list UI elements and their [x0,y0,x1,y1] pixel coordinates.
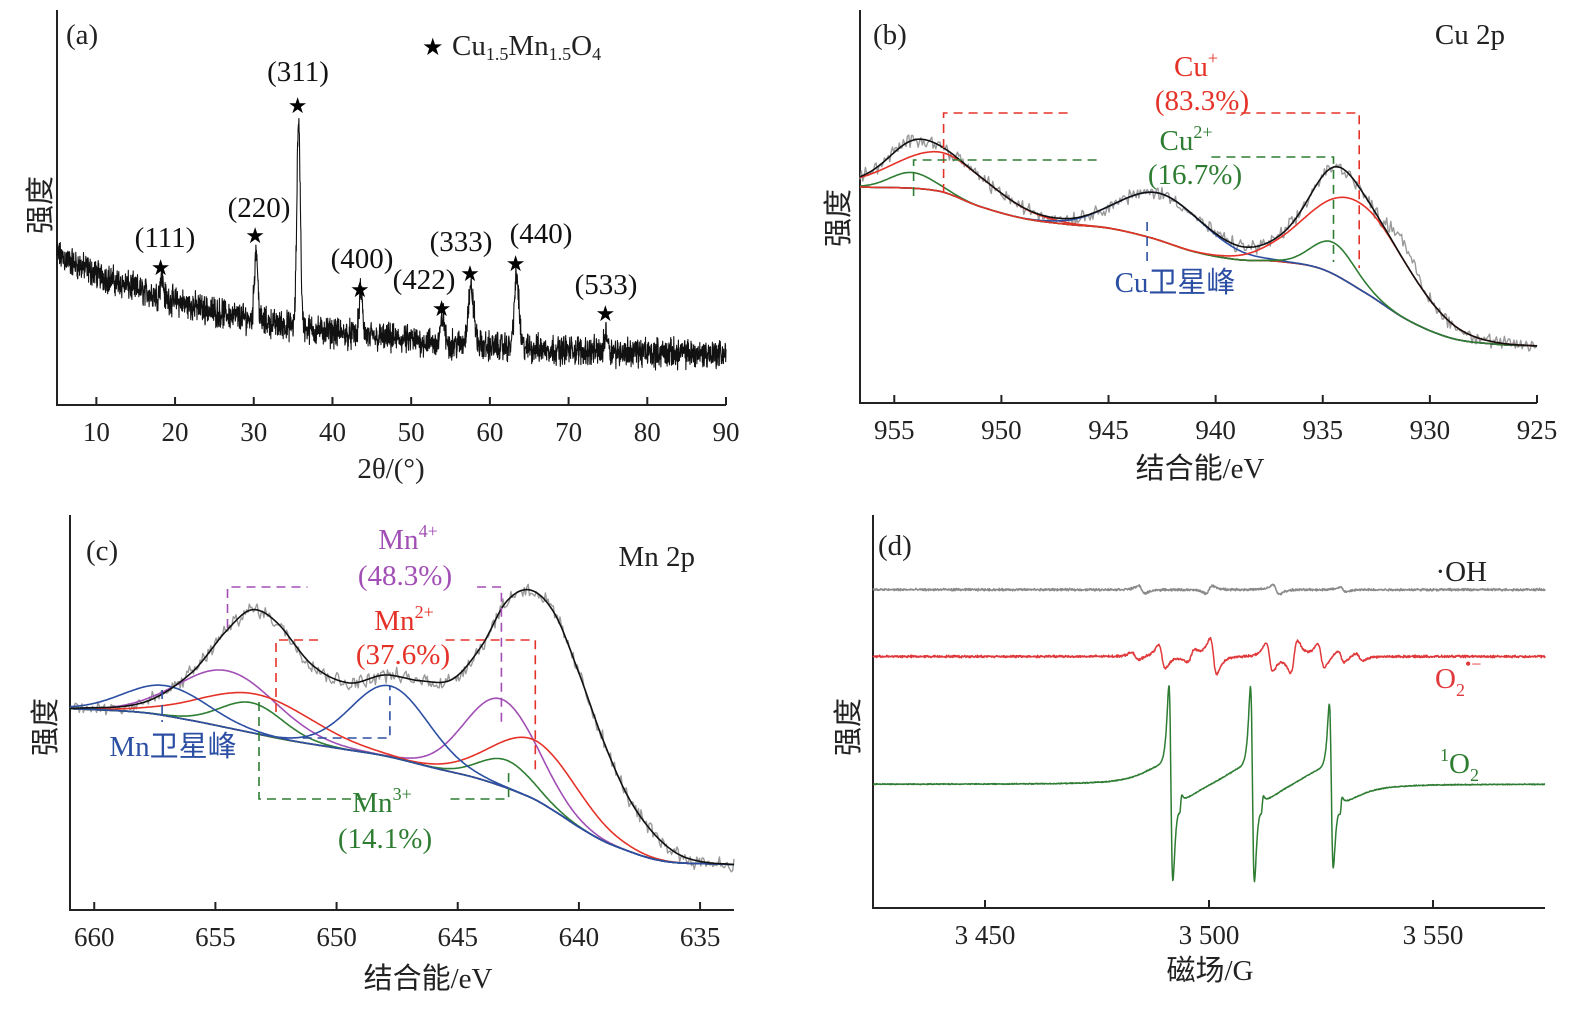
panel-b-axes [859,10,1537,404]
annotation-mn4: Mn4+ [378,521,437,556]
x-tick-label: 3 550 [1403,920,1464,950]
legend-star-icon: ★ [422,35,444,61]
peak-hkl-label: (111) [135,222,196,254]
y-axis-label-a: 强度 [24,176,57,234]
cu-plus-bracket-left [942,112,1070,193]
panel-c-axes [69,515,734,911]
y-axis-label-c: 强度 [29,698,62,756]
x-tick-label: 60 [476,417,503,447]
x-tick-label: 70 [555,417,582,447]
peak-hkl-label: (422) [393,264,456,296]
y-axis-label-b: 强度 [822,189,855,247]
annotation-mn2: Mn2+ [374,602,433,637]
mn2-bracket-right [445,639,537,770]
x-axis-label-c: 结合能/eV [364,962,493,995]
peak-hkl-label: (400) [331,243,394,275]
panel-label-a: (a) [66,19,98,51]
peak-hkl-label: (311) [267,56,329,88]
cu-2plus-bracket-right [1211,156,1335,262]
annotation-cu-satellite: Cu卫星峰 [1115,266,1236,299]
epr-trace-line-1 [872,636,1546,676]
peak-hkl-label: (220) [228,192,291,224]
x-tick-label: 930 [1410,415,1451,445]
annotation-cu-2plus-pct: (16.7%) [1148,159,1242,191]
panel-d-epr: (d) ·OH O2•− 1O2 磁场/G 强度 3 450 3 500 3 550 [832,515,1546,987]
mn-satellite-marker-right [302,686,391,739]
x-tick-label: 645 [437,922,478,952]
x-tick-label: 3 500 [1179,920,1240,950]
series-label-superoxide: O2•− [1435,654,1481,700]
annotation-mn3: Mn3+ [352,784,411,819]
panel-a-xrd: (a) ★ Cu1.5Mn1.5O4 2θ/(°) 强度 10 20 30 40 50 6… [24,10,740,485]
panel-label-d: (d) [878,530,912,562]
annotation-mn2-pct: (37.6%) [356,639,450,671]
panel-label-b: (b) [873,19,907,51]
xrd-pattern-line [56,117,727,371]
x-tick-label: 40 [319,417,346,447]
series-label-singlet-oxygen: 1O2 [1440,745,1479,785]
peak-star-icon: ★ [460,261,480,286]
annotation-mn3-pct: (14.1%) [338,823,432,855]
peak-star-icon: ★ [288,93,308,118]
x-tick-label: 90 [713,417,740,447]
x-tick-label: 30 [240,417,267,447]
epr-trace-line-2 [872,685,1546,883]
peak-star-icon: ★ [595,301,615,326]
x-tick-label: 935 [1303,415,1344,445]
x-tick-label: 655 [195,922,236,952]
mn2-bracket-left [275,639,322,712]
x-axis-label-b: 结合能/eV [1136,452,1265,485]
peak-star-icon: ★ [432,296,452,321]
x-axis-label-a: 2θ/(°) [357,453,424,485]
x-tick-label: 3 450 [955,920,1016,950]
x-tick-label: 20 [162,417,189,447]
epr-trace-line-0 [872,583,1546,596]
panel-d-axes [872,515,1545,909]
peak-hkl-label: (533) [575,269,638,301]
annotation-mn-satellite: Mn卫星峰 [109,730,236,763]
panel-c-mn2p: (c) Mn 2p Mn4+ (48.3%) Mn2+ (37.6%) Mn3+… [29,515,735,995]
annotation-cu-plus: Cu+ [1174,48,1218,83]
x-tick-label: 950 [981,415,1022,445]
panel-a-axes [56,10,726,406]
series-label-oh: ·OH [1435,556,1487,588]
y-axis-label-d: 强度 [832,698,865,756]
cu-plus-bracket-right [1226,112,1360,268]
peak-star-icon: ★ [245,223,265,248]
x-tick-label: 945 [1088,415,1129,445]
mn4-bracket-left [226,586,308,628]
panel-label-c: (c) [86,535,118,567]
peak-star-icon: ★ [151,255,171,280]
x-tick-label: 955 [874,415,915,445]
panel-b-cu2p: (b) Cu 2p Cu+ (83.3%) Cu2+ (16.7%) Cu卫星峰… [822,10,1557,485]
peak-star-icon: ★ [506,251,526,276]
annotation-cu-2plus: Cu2+ [1160,122,1213,157]
x-tick-label: 80 [634,417,661,447]
x-axis-label-d: 磁场/G [1166,954,1253,987]
mn3-bracket-right [450,770,510,800]
x-tick-label: 635 [680,922,721,952]
peak-hkl-label: (333) [430,226,493,258]
legend-text: Cu1.5Mn1.5O4 [452,30,601,64]
mn4-bracket-right [477,586,503,726]
title-c: Mn 2p [618,541,695,573]
x-tick-label: 660 [74,922,115,952]
title-b: Cu 2p [1435,19,1505,51]
envelope-fit-line [859,138,1538,347]
x-tick-label: 940 [1195,415,1236,445]
annotation-cu-plus-pct: (83.3%) [1155,85,1249,117]
x-tick-label: 650 [316,922,357,952]
x-tick-label: 925 [1517,415,1558,445]
cu-2plus-bracket-left [912,159,1098,196]
peak-hkl-label: (440) [510,218,573,250]
x-tick-label: 10 [83,417,110,447]
component-line-mn-satellite [69,684,735,866]
annotation-mn4-pct: (48.3%) [358,560,452,592]
peak-star-icon: ★ [350,277,370,302]
x-tick-label: 640 [559,922,600,952]
x-tick-label: 50 [398,417,425,447]
mn3-bracket-left [258,702,371,800]
envelope-fit-line [69,588,735,866]
